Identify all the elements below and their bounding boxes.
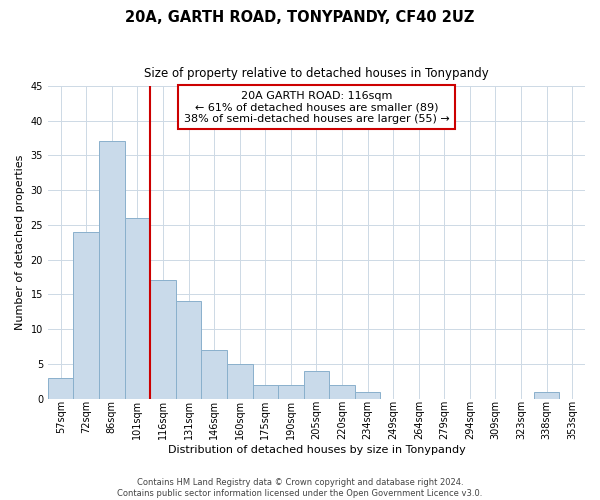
Bar <box>329 385 355 398</box>
Bar <box>99 142 125 398</box>
Bar <box>355 392 380 398</box>
Bar <box>125 218 150 398</box>
Y-axis label: Number of detached properties: Number of detached properties <box>15 154 25 330</box>
Bar <box>534 392 559 398</box>
Bar <box>304 371 329 398</box>
Text: 20A, GARTH ROAD, TONYPANDY, CF40 2UZ: 20A, GARTH ROAD, TONYPANDY, CF40 2UZ <box>125 10 475 25</box>
Text: 20A GARTH ROAD: 116sqm
← 61% of detached houses are smaller (89)
38% of semi-det: 20A GARTH ROAD: 116sqm ← 61% of detached… <box>184 90 449 124</box>
Bar <box>150 280 176 398</box>
Bar <box>253 385 278 398</box>
Bar <box>73 232 99 398</box>
Bar <box>278 385 304 398</box>
Bar <box>227 364 253 398</box>
Title: Size of property relative to detached houses in Tonypandy: Size of property relative to detached ho… <box>144 68 489 80</box>
Bar <box>176 302 202 398</box>
Bar <box>202 350 227 399</box>
Bar <box>48 378 73 398</box>
X-axis label: Distribution of detached houses by size in Tonypandy: Distribution of detached houses by size … <box>167 445 466 455</box>
Text: Contains HM Land Registry data © Crown copyright and database right 2024.
Contai: Contains HM Land Registry data © Crown c… <box>118 478 482 498</box>
